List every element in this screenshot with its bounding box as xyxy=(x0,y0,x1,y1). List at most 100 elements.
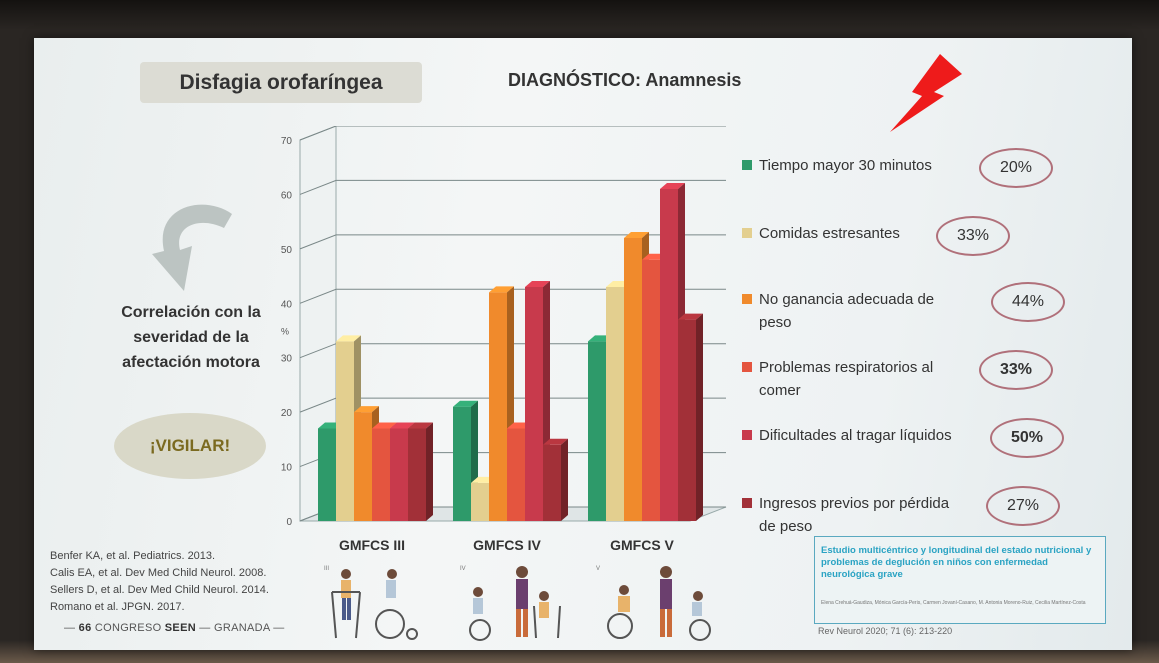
bar-side xyxy=(696,313,703,521)
gridline xyxy=(299,126,726,141)
legend-item: Ingresos previos por pérdida de peso xyxy=(742,492,959,538)
walker-wheelchair-icon: III xyxy=(324,566,418,640)
study-title: Estudio multicéntrico y longitudinal del… xyxy=(821,545,1092,580)
bar xyxy=(390,428,408,521)
bar-top xyxy=(489,286,514,293)
bar xyxy=(588,341,606,521)
congress-seen: SEEN xyxy=(164,622,196,634)
wheelchair-assisted-icon: IV xyxy=(460,566,561,641)
legend-label: No ganancia adecuada de peso xyxy=(759,291,935,331)
percentage-badge: 50% xyxy=(990,418,1064,458)
gmfcs-level-mark: III xyxy=(324,566,329,572)
percentage-badge: 33% xyxy=(979,350,1053,390)
study-card: Estudio multicéntrico y longitudinal del… xyxy=(814,536,1106,624)
legend-item: Comidas estresantes xyxy=(742,222,959,245)
curved-arrow-icon xyxy=(152,204,232,291)
y-tick-label: 60 xyxy=(281,190,293,201)
bar xyxy=(471,482,489,521)
percentage-badge: 44% xyxy=(991,282,1065,322)
bar xyxy=(678,319,696,521)
bar xyxy=(408,428,426,521)
y-tick-label: 30 xyxy=(281,354,293,365)
legend-item: Dificultades al tragar líquidos xyxy=(742,424,959,447)
x-category-label: GMFCS V xyxy=(610,537,674,553)
gmfcs-level-mark: V xyxy=(596,566,600,572)
gmfcs-level-mark: IV xyxy=(460,566,466,572)
legend-item: Problemas respiratorios al comer xyxy=(742,356,959,402)
y-tick-label: 40 xyxy=(281,299,293,310)
y-tick-label: 10 xyxy=(281,463,293,474)
study-authors: Elena Crehuá-Gaudiza, Mónica García-Peri… xyxy=(821,600,1086,606)
y-tick-label: 70 xyxy=(281,136,293,147)
bar-top xyxy=(543,438,568,445)
bar-top xyxy=(372,422,397,429)
congress-city: GRANADA xyxy=(213,622,270,634)
bar xyxy=(336,341,354,521)
bar-top xyxy=(453,400,478,407)
references: Benfer KA, et al. Pediatrics. 2013. Cali… xyxy=(50,548,269,616)
y-tick-label: 0 xyxy=(286,517,292,528)
bar xyxy=(354,412,372,521)
congress-label: CONGRESO xyxy=(94,622,162,634)
y-tick-label: 50 xyxy=(281,245,293,256)
slide-title: Disfagia orofaríngea xyxy=(140,62,422,103)
legend-label: Tiempo mayor 30 minutos xyxy=(759,157,932,174)
bar-top xyxy=(336,335,361,342)
bar xyxy=(489,292,507,521)
bar xyxy=(606,286,624,521)
bar xyxy=(543,444,561,521)
wheelchair-dependent-icon: V xyxy=(596,566,711,641)
legend-item: No ganancia adecuada de peso xyxy=(742,288,959,334)
percentage-badge: 33% xyxy=(936,216,1010,256)
percentage-badge: 27% xyxy=(986,486,1060,526)
legend-label: Ingresos previos por pérdida de peso xyxy=(759,495,950,535)
bar xyxy=(507,428,525,521)
y-axis-label: % xyxy=(281,327,289,337)
reference-item: Calis EA, et al. Dev Med Child Neurol. 2… xyxy=(50,567,267,579)
congress-footer: — 66 CONGRESO SEEN — GRANADA — xyxy=(64,622,285,634)
legend-swatch xyxy=(742,430,752,440)
y-tick-label: 20 xyxy=(281,408,293,419)
bar-chart: 0 10 20 30 40 50 60 70% GMFCS III GMFCS IV GMFCS V xyxy=(281,126,727,553)
slide: Disfagia orofaríngea DIAGNÓSTICO: Anamne… xyxy=(34,38,1132,650)
gmfcs-v-illustration: V xyxy=(596,562,721,644)
percentage-badge: 20% xyxy=(979,148,1053,188)
lightning-icon xyxy=(890,54,962,132)
gridline xyxy=(299,179,726,195)
slide-subtitle: DIAGNÓSTICO: Anamnesis xyxy=(508,70,742,90)
legend-swatch xyxy=(742,160,752,170)
congress-number: 66 xyxy=(78,622,92,634)
bar xyxy=(624,237,642,521)
bar xyxy=(318,428,336,521)
x-category-label: GMFCS IV xyxy=(473,537,541,553)
bar-top xyxy=(660,182,685,189)
bar-top xyxy=(354,406,379,413)
gmfcs-iv-illustration: IV xyxy=(460,562,570,644)
bar-top xyxy=(408,422,433,429)
reference-item: Romano et al. JPGN. 2017. xyxy=(50,601,185,613)
reference-item: Sellers D, et al. Dev Med Child Neurol. … xyxy=(50,584,269,596)
study-citation: Rev Neurol 2020; 71 (6): 213-220 xyxy=(818,626,953,636)
legend-swatch xyxy=(742,228,752,238)
bar-top xyxy=(390,422,415,429)
legend-label: Comidas estresantes xyxy=(759,225,900,242)
bar-top xyxy=(525,280,550,287)
reference-item: Benfer KA, et al. Pediatrics. 2013. xyxy=(50,550,216,562)
gridline xyxy=(299,234,726,250)
legend-swatch xyxy=(742,498,752,508)
bar-top xyxy=(624,231,649,238)
legend-swatch xyxy=(742,362,752,372)
x-category-label: GMFCS III xyxy=(339,537,405,553)
legend-item: Tiempo mayor 30 minutos xyxy=(742,154,959,177)
legend-swatch xyxy=(742,294,752,304)
bar xyxy=(525,286,543,521)
bar xyxy=(453,406,471,521)
gridline xyxy=(299,288,726,304)
bar xyxy=(372,428,390,521)
bar xyxy=(642,259,660,521)
chart-legend: Tiempo mayor 30 minutos 20% Comidas estres… xyxy=(742,146,1072,546)
gmfcs-iii-illustration: III xyxy=(324,562,420,644)
legend-label: Dificultades al tragar líquidos xyxy=(759,427,952,444)
bar xyxy=(660,188,678,521)
